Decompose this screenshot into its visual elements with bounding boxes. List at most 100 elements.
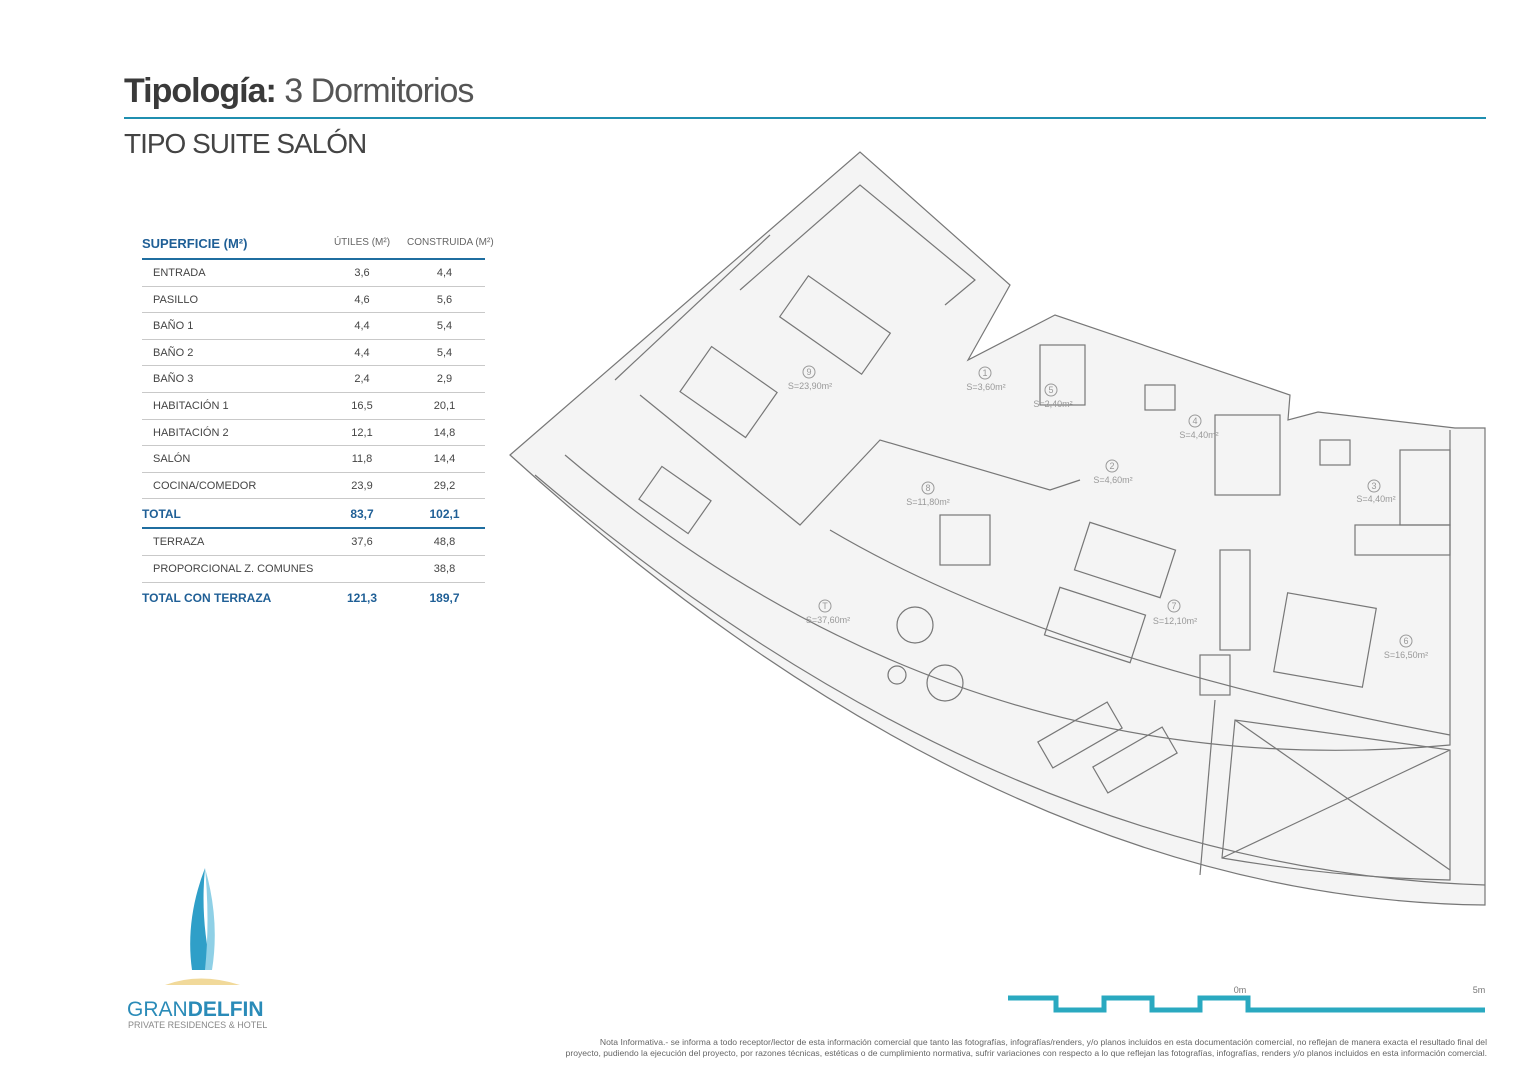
- cell: CONSTRUIDA (M²): [407, 237, 494, 248]
- cell: SUPERFICIE (M²): [142, 236, 248, 251]
- cell: 83,7: [350, 507, 374, 522]
- subtitle: TIPO SUITE SALÓN: [124, 128, 367, 159]
- table-row: TOTAL 83,7 102,1: [142, 499, 485, 530]
- area-table: SUPERFICIE (M²) ÚTILES (M²) CONSTRUIDA (M²…: [142, 232, 494, 611]
- table-row: TERRAZA 37,6 48,8: [142, 529, 485, 556]
- room-9: 9 S=23,90m²: [788, 365, 832, 391]
- room-2: 2 S=4,60m²: [1093, 459, 1133, 485]
- table-row: BAÑO 3 2,4 2,9: [142, 366, 485, 393]
- room-area: S=37,60m²: [806, 615, 850, 625]
- tagline: PRIVATE RESIDENCES & HOTEL: [128, 1020, 267, 1030]
- room-number: 5: [1048, 385, 1053, 395]
- cell: PASILLO: [153, 293, 199, 306]
- scale-bar: 0m 5m: [1008, 985, 1486, 1013]
- cell: TOTAL: [142, 507, 181, 522]
- room-number: 7: [1171, 601, 1176, 611]
- cell: 12,1: [351, 426, 373, 439]
- cell: BAÑO 3: [153, 373, 194, 386]
- cell: ÚTILES (M²): [333, 237, 391, 248]
- scale-start: 0m: [1234, 985, 1247, 995]
- plan-lines: [509, 151, 1486, 906]
- cell: 48,8: [433, 536, 456, 549]
- room-5: 5 S=2,40m²: [1033, 383, 1073, 409]
- room-number: 2: [1109, 461, 1114, 471]
- table-header: SUPERFICIE (M²) ÚTILES (M²) CONSTRUIDA (M²…: [142, 232, 494, 260]
- title: Tipología: 3 Dormitorios: [124, 72, 474, 111]
- cell: 189,7: [429, 590, 460, 605]
- cell: ENTRADA: [153, 267, 206, 279]
- cell: 11,8: [351, 453, 373, 466]
- scale-end: 5m: [1473, 985, 1486, 995]
- note-line: proyecto, pudiendo la ejecución del proy…: [565, 1048, 1487, 1058]
- table-row: TOTAL CON TERRAZA 121,3 189,7: [142, 583, 485, 611]
- cell: PROPORCIONAL Z. COMUNES: [153, 562, 314, 575]
- room-number: 1: [982, 368, 987, 378]
- cell: 38,8: [433, 562, 456, 575]
- room-labels: 9 S=23,90m² 1 S=3,60m² 5 S=2,40m² 4 S=4,40m²…: [788, 365, 1428, 660]
- table-row: SALÓN 11,8 14,4: [142, 446, 485, 473]
- room-area: S=4,60m²: [1093, 475, 1132, 485]
- cell: 16,5: [351, 399, 373, 412]
- brand-light: GRAN: [127, 998, 188, 1021]
- room-1: 1 S=3,60m²: [966, 366, 1006, 392]
- title-light: 3 Dormitorios: [284, 72, 474, 110]
- room-8: 8 S=11,80m²: [906, 481, 950, 507]
- cell: 2,9: [436, 373, 453, 386]
- cell: 23,9: [351, 479, 373, 492]
- room-area: S=3,60m²: [966, 382, 1005, 392]
- room-number: 4: [1192, 416, 1197, 426]
- room-number: 8: [925, 483, 930, 493]
- room-6: 6 S=16,50m²: [1384, 634, 1428, 660]
- rule: [124, 117, 1486, 119]
- note: Nota Informativa.- se informa a todo rec…: [566, 1037, 1487, 1059]
- room-4: 4 S=4,40m²: [1179, 414, 1219, 440]
- cell: 102,1: [429, 507, 460, 522]
- cell: HABITACIÓN 2: [153, 426, 229, 439]
- cell: 37,6: [351, 536, 373, 549]
- room-3: 3 S=4,40m²: [1356, 479, 1396, 504]
- cell: 5,4: [436, 346, 453, 359]
- room-number: 9: [806, 367, 811, 377]
- cell: BAÑO 2: [153, 346, 194, 359]
- room-t: T S=37,60m²: [806, 599, 850, 625]
- room-number: 6: [1403, 636, 1408, 646]
- room-area: S=4,40m²: [1179, 430, 1218, 440]
- brand-bold: DELFIN: [188, 998, 264, 1021]
- cell: TOTAL CON TERRAZA: [142, 590, 272, 605]
- cell: 2,4: [354, 373, 370, 386]
- table-row: BAÑO 1 4,4 5,4: [142, 313, 485, 340]
- room-area: S=4,40m²: [1356, 494, 1395, 504]
- table-row: COCINA/COMEDOR 23,9 29,2: [142, 473, 485, 500]
- room-number: 3: [1371, 481, 1376, 491]
- table-row: BAÑO 2 4,4 5,4: [142, 340, 485, 367]
- cell: HABITACIÓN 1: [153, 399, 229, 412]
- cell: 5,6: [436, 293, 453, 306]
- room-area: S=23,90m²: [788, 381, 832, 391]
- cell: TERRAZA: [153, 536, 205, 549]
- table-row: HABITACIÓN 2 12,1 14,8: [142, 420, 485, 447]
- title-bold: Tipología:: [124, 72, 277, 110]
- cell: 14,4: [433, 453, 456, 466]
- cell: 29,2: [433, 479, 456, 492]
- brand: GRANDELFIN: [127, 998, 264, 1021]
- room-area: S=11,80m²: [906, 497, 950, 507]
- cell: 5,4: [436, 320, 453, 333]
- room-area: S=12,10m²: [1153, 616, 1197, 626]
- cell: 4,6: [354, 293, 370, 306]
- room-7: 7 S=12,10m²: [1153, 599, 1197, 626]
- note-line: Nota Informativa.- se informa a todo rec…: [599, 1037, 1487, 1047]
- cell: BAÑO 1: [153, 320, 194, 333]
- logo: GRANDELFIN PRIVATE RESIDENCES & HOTEL: [127, 868, 267, 1030]
- room-number: T: [822, 601, 828, 611]
- cell: 3,6: [354, 267, 370, 279]
- cell: COCINA/COMEDOR: [153, 479, 257, 492]
- table-row: PASILLO 4,6 5,6: [142, 287, 485, 314]
- table-row: PROPORCIONAL Z. COMUNES 38,8: [142, 556, 485, 583]
- cell: 121,3: [346, 590, 378, 605]
- cell: 4,4: [354, 320, 370, 333]
- cell: 14,8: [433, 426, 456, 439]
- table-row: HABITACIÓN 1 16,5 20,1: [142, 393, 485, 420]
- cell: 4,4: [436, 267, 453, 279]
